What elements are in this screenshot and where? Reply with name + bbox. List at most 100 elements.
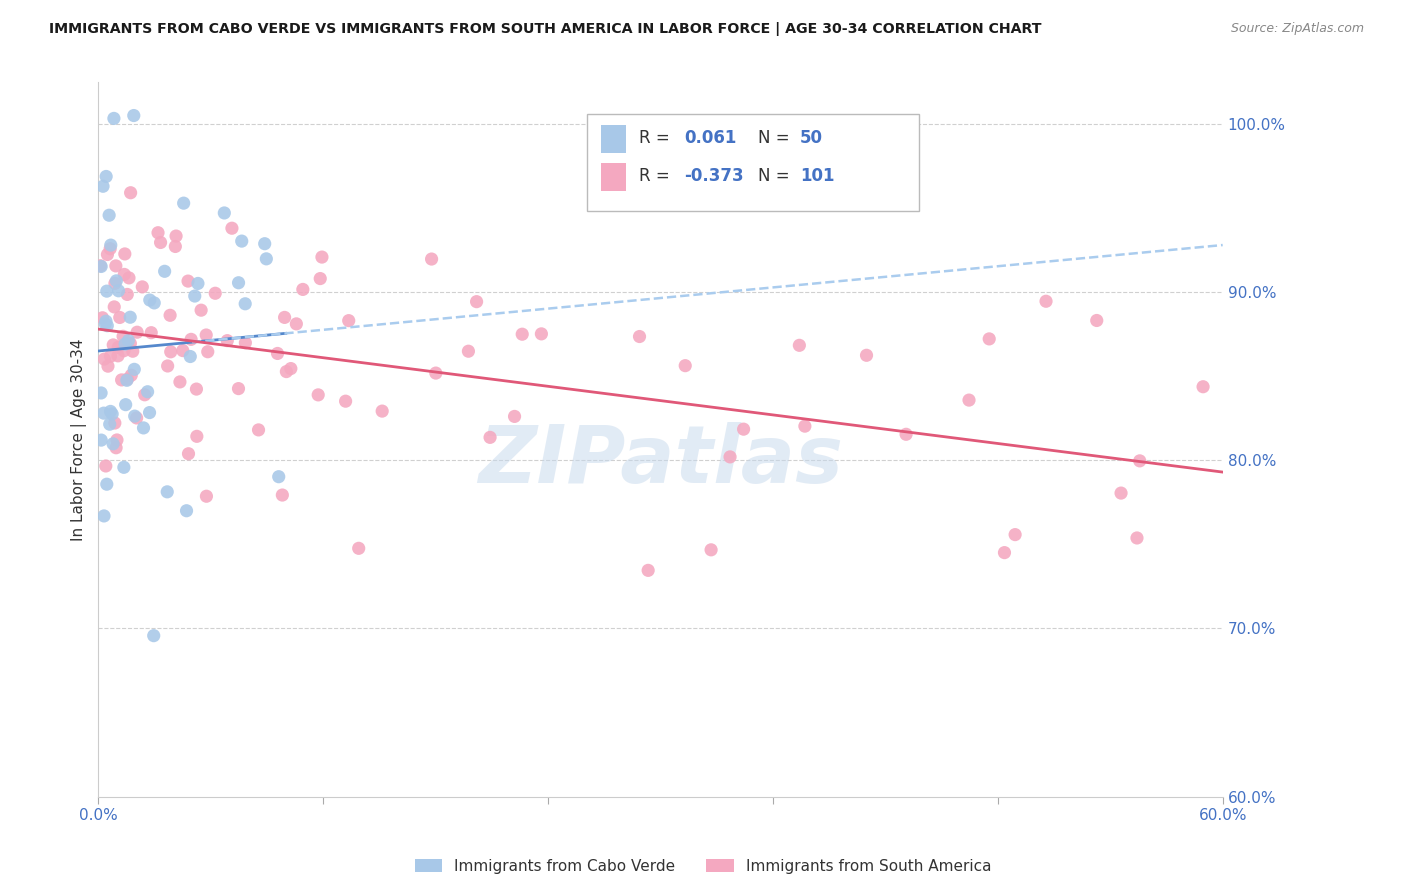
Point [93,352,115,367]
Point [121,344,143,359]
Point [134,388,156,402]
Point [104,277,127,291]
Point [266,346,288,360]
Point [276,365,298,379]
Point [120,336,142,351]
Point [628,329,651,343]
Point [247,423,270,437]
Text: 0.061: 0.061 [685,128,737,146]
Point [993,546,1015,560]
Text: R =: R = [640,128,675,146]
Point [700,542,723,557]
Point [228,382,250,396]
Point [96,247,118,261]
Point [122,109,145,123]
Point [141,326,163,340]
Point [101,407,124,421]
Point [112,268,135,282]
Point [187,277,209,291]
Point [100,238,122,252]
Point [96,284,118,298]
Point [165,239,187,253]
Point [894,427,917,442]
Text: 101: 101 [800,167,834,185]
Point [180,332,202,346]
Point [271,488,294,502]
Point [1109,486,1132,500]
Point [120,186,142,200]
Point [221,221,243,235]
Point [94,314,117,328]
Point [217,334,239,348]
Point [114,337,136,351]
Point [91,310,114,325]
Point [530,326,553,341]
Point [228,276,250,290]
Point [165,229,187,244]
Point [420,252,443,266]
Point [347,541,370,556]
Point [112,329,135,343]
Point [105,274,128,288]
Point [465,294,488,309]
Point [108,310,131,325]
Point [179,350,201,364]
Point [118,271,141,285]
Point [153,264,176,278]
Point [115,373,138,387]
Point [98,208,121,222]
Point [1192,380,1215,394]
Point [101,437,124,451]
Point [112,343,135,358]
Point [172,343,194,358]
Point [1035,294,1057,309]
Point [112,460,135,475]
Point [169,375,191,389]
Point [979,332,1001,346]
Point [789,338,811,352]
Point [311,250,333,264]
Point [96,318,118,333]
Point [100,349,122,363]
Point [139,293,162,307]
Point [195,489,218,503]
Point [335,394,357,409]
FancyBboxPatch shape [600,125,626,153]
Text: R =: R = [640,167,675,185]
Point [98,417,121,432]
Point [337,313,360,327]
Point [91,179,114,194]
Point [186,429,208,443]
Point [176,504,198,518]
Point [173,196,195,211]
Point [96,169,118,184]
Point [149,235,172,250]
Text: IMMIGRANTS FROM CABO VERDE VS IMMIGRANTS FROM SOUTH AMERICA IN LABOR FORCE | AGE: IMMIGRANTS FROM CABO VERDE VS IMMIGRANTS… [49,22,1042,37]
Point [1129,454,1152,468]
Point [90,386,112,401]
Point [89,259,111,273]
FancyBboxPatch shape [600,162,626,191]
Point [120,368,142,383]
Point [957,393,980,408]
Point [107,284,129,298]
Point [457,344,479,359]
Point [103,338,125,352]
Point [104,416,127,430]
Point [186,382,208,396]
Point [479,430,502,444]
Point [637,563,659,577]
Point [177,274,200,288]
Point [96,477,118,491]
Point [105,433,128,447]
Point [195,328,218,343]
Point [117,334,139,348]
Point [103,112,125,126]
Text: N =: N = [758,128,796,146]
Point [156,359,179,373]
Point [855,348,877,362]
Point [136,384,159,399]
Point [138,406,160,420]
Point [235,335,257,350]
Point [197,344,219,359]
